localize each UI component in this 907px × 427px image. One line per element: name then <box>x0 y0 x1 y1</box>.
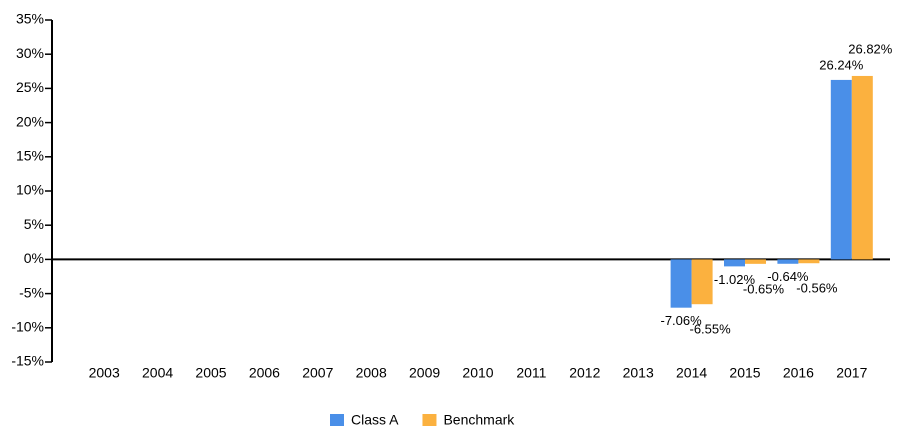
x-tick-label: 2009 <box>409 365 440 381</box>
value-label: 26.24% <box>819 57 864 72</box>
value-label: -0.56% <box>796 281 838 296</box>
x-tick-label: 2008 <box>356 365 387 381</box>
y-tick-label: -5% <box>19 284 44 300</box>
y-tick-label: 0% <box>24 250 44 266</box>
x-tick-label: 2010 <box>462 365 493 381</box>
bar <box>798 259 820 264</box>
x-tick-label: 2004 <box>142 365 173 381</box>
legend-label: Benchmark <box>443 412 515 427</box>
x-tick-label: 2011 <box>516 365 546 381</box>
bar <box>670 259 692 308</box>
value-label: -1.02% <box>714 272 756 287</box>
value-label: -0.65% <box>743 281 785 296</box>
y-tick-label: 30% <box>16 45 44 61</box>
x-tick-label: 2016 <box>783 365 814 381</box>
x-tick-label: 2015 <box>729 365 760 381</box>
legend-label: Class A <box>351 412 399 427</box>
y-tick-label: -15% <box>11 353 44 369</box>
value-label: -7.06% <box>660 313 702 328</box>
x-tick-label: 2005 <box>195 365 226 381</box>
value-label: -0.64% <box>767 269 809 284</box>
legend-swatch <box>330 414 344 426</box>
y-tick-label: 35% <box>16 11 44 27</box>
bar <box>745 259 766 264</box>
legend-swatch <box>422 414 437 426</box>
bar <box>851 75 873 260</box>
value-label: 26.82% <box>848 41 893 56</box>
y-tick-label: 15% <box>16 148 44 164</box>
x-tick-label: 2006 <box>249 365 280 381</box>
value-label: -6.55% <box>689 322 731 337</box>
y-tick-label: 25% <box>16 79 44 95</box>
bar <box>777 259 799 264</box>
y-tick-label: 20% <box>16 113 44 129</box>
x-tick-label: 2007 <box>302 365 333 381</box>
x-tick-label: 2013 <box>623 365 654 381</box>
y-tick-label: -10% <box>11 319 44 335</box>
bar <box>691 259 713 305</box>
y-tick-label: 5% <box>24 216 44 232</box>
x-tick-label: 2014 <box>676 365 707 381</box>
x-tick-label: 2012 <box>569 365 600 381</box>
x-tick-label: 2003 <box>89 365 120 381</box>
bar <box>830 79 852 260</box>
bar <box>724 259 745 267</box>
x-tick-label: 2017 <box>836 365 867 381</box>
y-tick-label: 10% <box>16 182 44 198</box>
